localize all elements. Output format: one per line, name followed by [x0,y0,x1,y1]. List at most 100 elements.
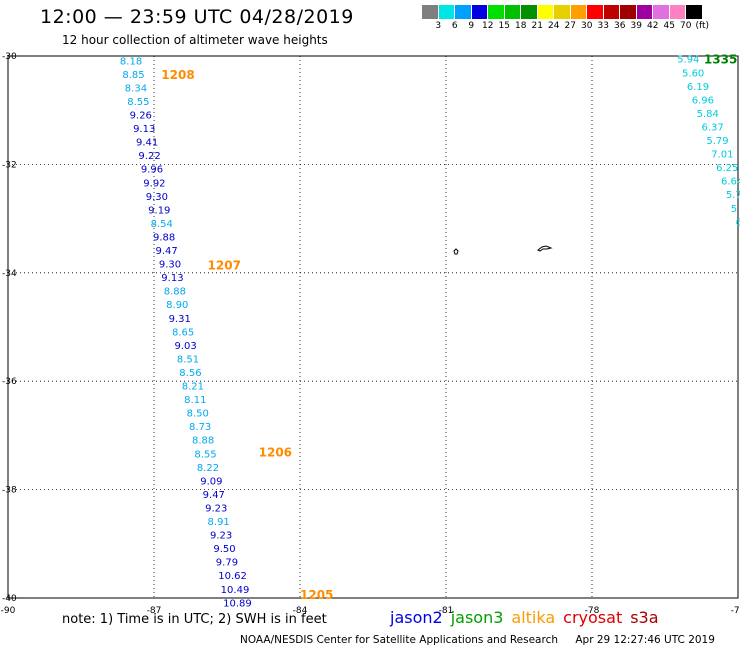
color-scale-label: 30 [581,21,593,31]
color-scale-swatch [455,5,472,19]
map-frame [7,55,739,599]
wave-height-value: 10.62 [218,571,247,582]
color-scale-label: 42 [647,21,659,31]
map-subtitle: 12 hour collection of altimeter wave hei… [62,33,328,47]
wave-height-value: 6.64 [721,177,740,188]
wave-height-value: 9.13 [133,124,155,135]
color-scale-swatch [471,5,488,19]
color-scale-swatch [620,5,637,19]
wave-height-value: 10.49 [221,585,250,596]
wave-height-value: 5.79 [706,136,728,147]
latitude-tick-label: -36 [2,377,17,387]
longitude-tick-label: -81 [439,606,454,616]
color-scale-swatch [570,5,587,19]
wave-height-value: 8.65 [172,327,194,338]
map-title: 12:00 — 23:59 UTC 04/28/2019 [40,6,354,28]
satellite-legend: jason2 jason3 altika cryosat s3a [390,608,667,627]
wave-height-value: 9.19 [148,205,170,216]
longitude-tick-label: -75 [731,606,740,616]
wave-height-value: 5.7 [726,190,740,201]
color-scale-swatch [653,5,670,19]
color-scale-label: 12 [482,21,494,31]
color-scale-swatch [504,5,521,19]
wave-height-value: 5.9 [731,204,740,215]
wave-height-value: 9.50 [213,544,235,555]
color-scale-label: 27 [564,21,576,31]
pass-time-label: 1208 [161,68,194,82]
pass-time-label: 1205 [300,588,333,602]
wave-height-value: 9.26 [130,111,152,122]
wave-height-value: 6.37 [702,122,724,133]
wave-height-value: 9.13 [161,273,183,284]
wave-height-value: 8.55 [127,97,149,108]
wave-height-value: 8.73 [189,422,211,433]
wave-height-value: 8.88 [192,436,214,447]
wave-height-value: 9.47 [203,490,225,501]
wave-height-value: 9.96 [141,165,163,176]
color-scale-label: 18 [515,21,527,31]
wave-height-value: 8.85 [122,70,144,81]
color-scale-label: 45 [663,21,675,31]
latitude-tick-label: -32 [2,160,17,170]
color-scale-label: 24 [548,21,560,31]
wave-height-value: 9.22 [138,151,160,162]
latitude-tick-label: -34 [2,269,17,279]
wave-height-value: 6 [736,217,740,228]
wave-height-value: 7.01 [711,150,733,161]
legend-entry-s3a: s3a [630,608,659,627]
longitude-tick-label: -78 [585,606,600,616]
longitude-tick-label: -84 [293,606,308,616]
wave-height-value: 6.96 [692,95,714,106]
island-outline [453,248,459,255]
color-scale-unit: (ft) [695,21,710,31]
wave-height-value: 8.55 [194,449,216,460]
wave-height-value: 9.41 [136,138,158,149]
color-scale-label: 70 [680,21,692,31]
longitude-tick-label: -87 [147,606,162,616]
color-scale-label: 21 [531,21,543,31]
wave-height-value: 8.54 [151,219,173,230]
island-outline [537,245,553,252]
color-scale-label: 9 [468,21,475,31]
color-scale-label: 15 [498,21,510,31]
color-scale-swatch [603,5,620,19]
wave-height-value: 8.91 [208,517,230,528]
wave-height-value: 9.31 [169,314,191,325]
wave-height-value: 8.50 [187,409,209,420]
wave-height-value: 6.25 [716,163,738,174]
color-scale-swatch [488,5,505,19]
wave-height-value: 6.19 [687,82,709,93]
wave-height-value: 9.47 [155,246,177,257]
wave-height-value: 9.03 [174,341,196,352]
color-scale-swatch [554,5,571,19]
wave-height-value: 8.51 [177,354,199,365]
wave-height-value: 8.21 [182,382,204,393]
legend-entry-jason3: jason3 [450,608,504,627]
color-scale-swatch [438,5,455,19]
wave-height-value: 5.94 [677,55,699,66]
wave-height-value: 9.30 [159,260,181,271]
wave-height-value: 8.34 [125,83,147,94]
color-scale-swatch [686,5,703,19]
pass-time-label: 1207 [208,259,241,273]
wave-height-value: 9.23 [210,531,232,542]
wave-height-value: 5.60 [682,68,704,79]
legend-entry-jason2: jason2 [390,608,443,627]
latitude-tick-label: -40 [2,594,17,604]
color-scale-label: 3 [435,21,442,31]
wave-height-value: 9.92 [143,178,165,189]
wave-height-value: 8.18 [120,56,142,67]
longitude-tick-label: -90 [1,606,16,616]
color-scale-bar [422,5,711,19]
footnote: note: 1) Time is in UTC; 2) SWH is in fe… [62,612,327,627]
footer: NOAA/NESDIS Center for Satellite Applica… [240,634,715,646]
wave-height-value: 5.84 [697,109,719,120]
wave-height-value: 8.56 [179,368,201,379]
color-scale: 3 6 9 12 15 18 21 24 27 30 33 36 39 42 45 70 (ft) [422,5,711,31]
wave-height-value: 8.88 [164,287,186,298]
pass-time-label: 1335 [704,53,737,67]
color-scale-label: 36 [614,21,626,31]
color-scale-swatch [587,5,604,19]
latitude-tick-label: -30 [2,52,17,62]
wave-height-value: 8.22 [197,463,219,474]
